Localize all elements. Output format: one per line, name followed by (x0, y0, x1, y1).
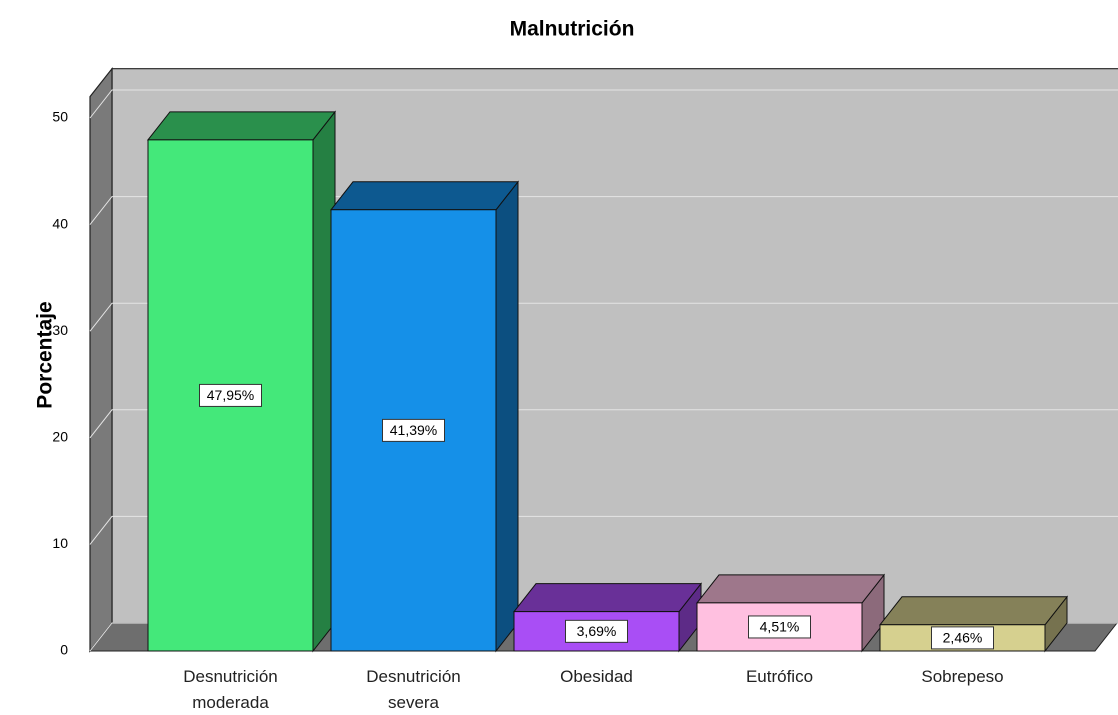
bar-top (512, 583, 703, 613)
value-label: 4,51% (760, 619, 800, 635)
y-tick-label: 0 (60, 642, 68, 658)
grid-line (89, 302, 1118, 332)
value-label-box (748, 615, 811, 639)
y-tick-label: 10 (52, 535, 68, 551)
x-tick-label: Desnutrición moderada (183, 667, 278, 712)
chart-title: Malnutrición (510, 18, 635, 41)
bar-top (695, 574, 886, 604)
value-label-box (199, 383, 262, 407)
x-tick-label: Obesidad (560, 667, 633, 686)
x-tick-label: Eutrófico (745, 667, 814, 686)
bar (695, 573, 886, 653)
value-label: 3,69% (577, 623, 617, 639)
value-label: 47,95% (207, 387, 254, 403)
grid-line (89, 89, 1118, 119)
grid-line (89, 196, 1118, 225)
value-label: 41,39% (390, 422, 437, 438)
grid-line (89, 409, 1118, 439)
y-tick-label: 20 (52, 429, 68, 445)
value-label-box (382, 418, 445, 442)
bar-top (329, 181, 520, 211)
value-label-box (931, 626, 994, 650)
value-label-box (565, 619, 628, 643)
x-tick-label: Desnutrición severa (366, 667, 461, 712)
left-wall (89, 66, 113, 653)
y-axis-label: Porcentaje (34, 301, 57, 408)
y-tick-label: 40 (52, 215, 68, 231)
bar (329, 180, 520, 653)
bar (512, 582, 703, 653)
bar (146, 110, 337, 653)
bar-top (878, 596, 1069, 626)
bar-side (495, 180, 519, 653)
bar-top (146, 111, 337, 141)
y-tick-label: 30 (52, 322, 68, 338)
y-tick-label: 50 (52, 109, 68, 125)
value-label: 2,46% (943, 630, 983, 646)
x-tick-label: Sobrepeso (921, 667, 1004, 686)
grid-line (89, 515, 1118, 545)
